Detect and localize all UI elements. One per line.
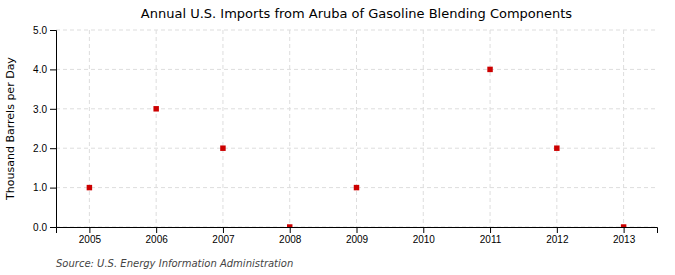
- y-tick-mark: [50, 188, 56, 189]
- grid-line-x: [222, 30, 223, 227]
- grid-line-y: [56, 30, 657, 31]
- x-tick-mark: [624, 227, 625, 233]
- y-tick: 4.0: [33, 64, 56, 75]
- grid-line-x: [623, 30, 624, 227]
- grid-line-x: [423, 30, 424, 227]
- grid-line-y: [56, 108, 657, 109]
- y-tick-mark: [50, 109, 56, 110]
- y-tick-label: 2.0: [33, 143, 47, 154]
- y-axis-line: [50, 31, 57, 228]
- x-tick-mark: [557, 227, 558, 233]
- x-axis-line: [57, 228, 658, 234]
- x-axis: 2005 2006 2007 2008 2009 2010 2011 2012 2013: [57, 227, 658, 245]
- x-tick: 2008: [279, 227, 302, 245]
- y-tick-label: 5.0: [33, 25, 47, 36]
- x-tick-mark: [223, 227, 224, 233]
- x-tick-label: 2011: [480, 234, 502, 245]
- grid-line-x: [490, 30, 491, 227]
- x-tick-label: 2012: [546, 234, 569, 245]
- grid-line-y: [56, 148, 657, 149]
- y-tick: 1.0: [33, 182, 56, 193]
- y-tick-mark: [50, 148, 56, 149]
- x-tick: 2005: [79, 227, 102, 245]
- x-tick-mark: [89, 227, 90, 233]
- x-tick-label: 2007: [212, 234, 235, 245]
- y-tick-label: 1.0: [33, 182, 47, 193]
- x-tick: 2009: [346, 227, 369, 245]
- x-tick-mark: [357, 227, 358, 233]
- point: [621, 224, 626, 227]
- x-tick-label: 2009: [346, 234, 369, 245]
- y-axis-label: Thousand Barrels per Day: [4, 57, 17, 201]
- point: [153, 106, 158, 111]
- grid-line-x: [89, 30, 90, 227]
- y-tick-label: 3.0: [33, 104, 47, 115]
- plot: 2005 2006 2007 2008 2009 2010 2011 2012 2013 0.0 1…: [33, 25, 657, 245]
- x-tick-label: 2006: [146, 234, 169, 245]
- point: [554, 145, 559, 150]
- points: [87, 67, 627, 227]
- point: [87, 185, 92, 190]
- x-tick-mark: [290, 227, 291, 233]
- x-tick: 2007: [212, 227, 235, 245]
- x-tick-label: 2013: [613, 234, 636, 245]
- y-tick-label: 0.0: [33, 222, 47, 233]
- x-tick-label: 2010: [413, 234, 436, 245]
- y-tick: 5.0: [33, 25, 56, 36]
- chart: 2005 2006 2007 2008 2009 2010 2011 2012 2013 0.0 1…: [0, 0, 675, 275]
- y-tick-mark: [50, 69, 56, 70]
- y-axis: 0.0 1.0 2.0 3.0 4.0 5.0: [33, 25, 56, 233]
- y-tick: 3.0: [33, 104, 56, 115]
- x-tick-label: 2005: [79, 234, 102, 245]
- grid-line-x: [289, 30, 290, 227]
- y-tick: 2.0: [33, 143, 56, 154]
- y-tick: 0.0: [33, 222, 56, 233]
- x-tick-mark: [423, 227, 424, 233]
- source: Source: U.S. Energy Information Administ…: [56, 258, 293, 269]
- grid-line-x: [556, 30, 557, 227]
- x-tick: 2012: [546, 227, 569, 245]
- grid-line-y: [56, 69, 657, 70]
- x-tick-mark: [490, 227, 491, 233]
- point: [487, 67, 492, 72]
- x-tick-mark: [156, 227, 157, 233]
- point: [220, 145, 225, 150]
- x-tick-label: 2008: [279, 234, 302, 245]
- grid-line-x: [356, 30, 357, 227]
- point: [287, 224, 292, 227]
- y-tick-mark: [50, 227, 56, 228]
- x-tick: 2010: [413, 227, 436, 245]
- y-tick-label: 4.0: [33, 64, 47, 75]
- grid-line-x: [156, 30, 157, 227]
- x-tick: 2013: [613, 227, 636, 245]
- x-tick: 2011: [480, 227, 502, 245]
- grid: [56, 30, 657, 227]
- title: Annual U.S. Imports from Aruba of Gasoli…: [141, 6, 572, 21]
- y-tick-mark: [50, 30, 56, 31]
- x-tick: 2006: [146, 227, 169, 245]
- point: [354, 185, 359, 190]
